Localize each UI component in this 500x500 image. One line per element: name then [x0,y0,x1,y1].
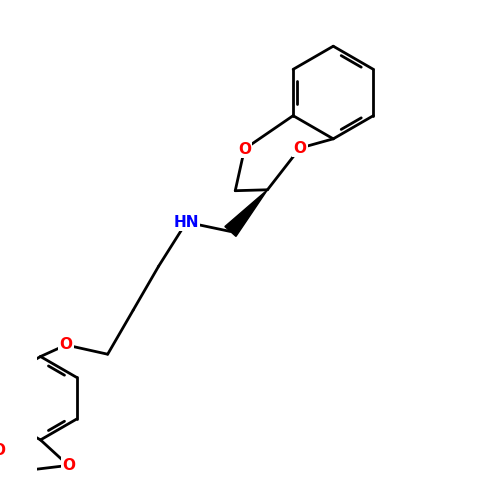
Text: O: O [62,458,75,473]
Text: O: O [238,142,251,156]
Text: O: O [60,338,72,352]
Text: O: O [0,443,6,458]
Polygon shape [225,190,268,236]
Text: HN: HN [174,214,199,230]
Text: O: O [294,140,306,156]
